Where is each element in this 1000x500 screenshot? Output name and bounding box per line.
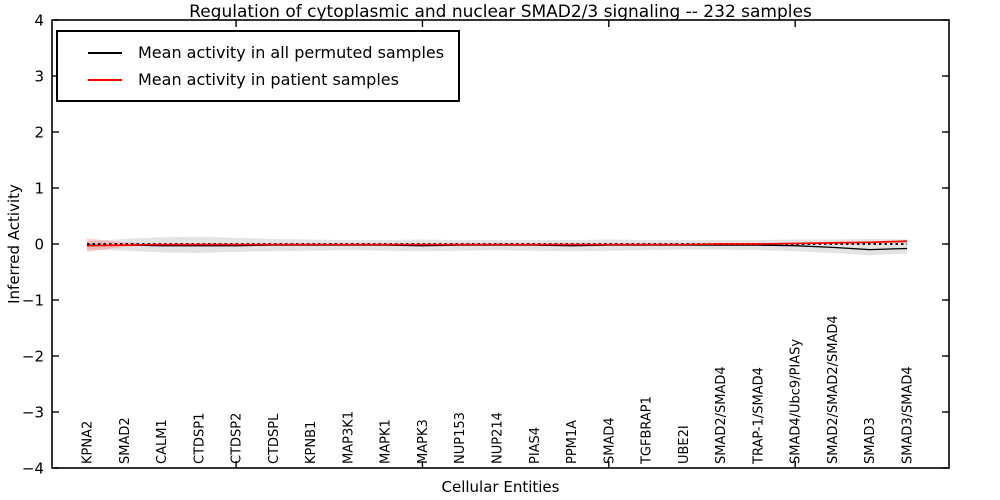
x-axis-label: Cellular Entities [441, 478, 560, 496]
x-tick-label: TGFBRAP1 [640, 396, 655, 465]
x-tick-label: PIAS4 [528, 427, 543, 464]
x-tick-label: SMAD2 [118, 417, 133, 464]
x-tick-label: SMAD2/SMAD2/SMAD4 [826, 315, 841, 464]
x-tick-label: MAPK3 [416, 419, 431, 464]
y-tick-label: 3 [34, 67, 44, 85]
x-tick-label: KPNB1 [304, 421, 319, 464]
permuted-samples-range-band [87, 236, 907, 256]
y-axis-label: Inferred Activity [5, 184, 23, 304]
x-tick-label: CTDSP2 [230, 413, 245, 464]
y-tick-label: 4 [34, 11, 44, 29]
permuted-line-sample [88, 51, 122, 54]
x-tick-label: SMAD3 [863, 417, 878, 464]
y-tick-label: −1 [22, 291, 44, 309]
patient-line-sample [88, 78, 122, 81]
y-tick-label: −4 [22, 459, 44, 477]
x-tick-label: TRAP-1/SMAD4 [751, 367, 766, 465]
legend: Mean activity in all permuted samples Me… [56, 30, 461, 102]
x-tick-label: SMAD4/Ubc9/PIASy [789, 339, 804, 464]
x-tick-label: CALM1 [155, 419, 170, 464]
x-tick-label: UBE2I [677, 425, 692, 464]
x-tick-label: CTDSPL [267, 413, 282, 464]
x-tick-label: SMAD4 [602, 417, 617, 464]
legend-item-patient: Mean activity in patient samples [70, 66, 444, 93]
legend-label-patient: Mean activity in patient samples [138, 70, 399, 89]
x-tick-label: CTDSP1 [192, 413, 207, 464]
y-tick-label: 0 [34, 235, 44, 253]
x-tick-label: SMAD3/SMAD4 [901, 366, 916, 464]
x-tick-label: NUP153 [453, 412, 468, 464]
x-tick-label: MAPK1 [379, 419, 394, 464]
y-tick-label: −2 [22, 347, 44, 365]
x-tick-label: KPNA2 [81, 421, 96, 464]
y-tick-label: −3 [22, 403, 44, 421]
x-tick-label: SMAD2/SMAD4 [714, 366, 729, 464]
y-tick-label: 1 [34, 179, 44, 197]
x-tick-label: MAP3K1 [341, 411, 356, 464]
legend-item-permuted: Mean activity in all permuted samples [70, 39, 444, 66]
legend-label-permuted: Mean activity in all permuted samples [138, 43, 445, 62]
patient-mean-line [86, 240, 908, 247]
x-tick-label: NUP214 [491, 412, 506, 464]
chart-title: Regulation of cytoplasmic and nuclear SM… [189, 2, 812, 22]
y-tick-label: 2 [34, 123, 44, 141]
x-tick-label: PPM1A [565, 420, 580, 464]
